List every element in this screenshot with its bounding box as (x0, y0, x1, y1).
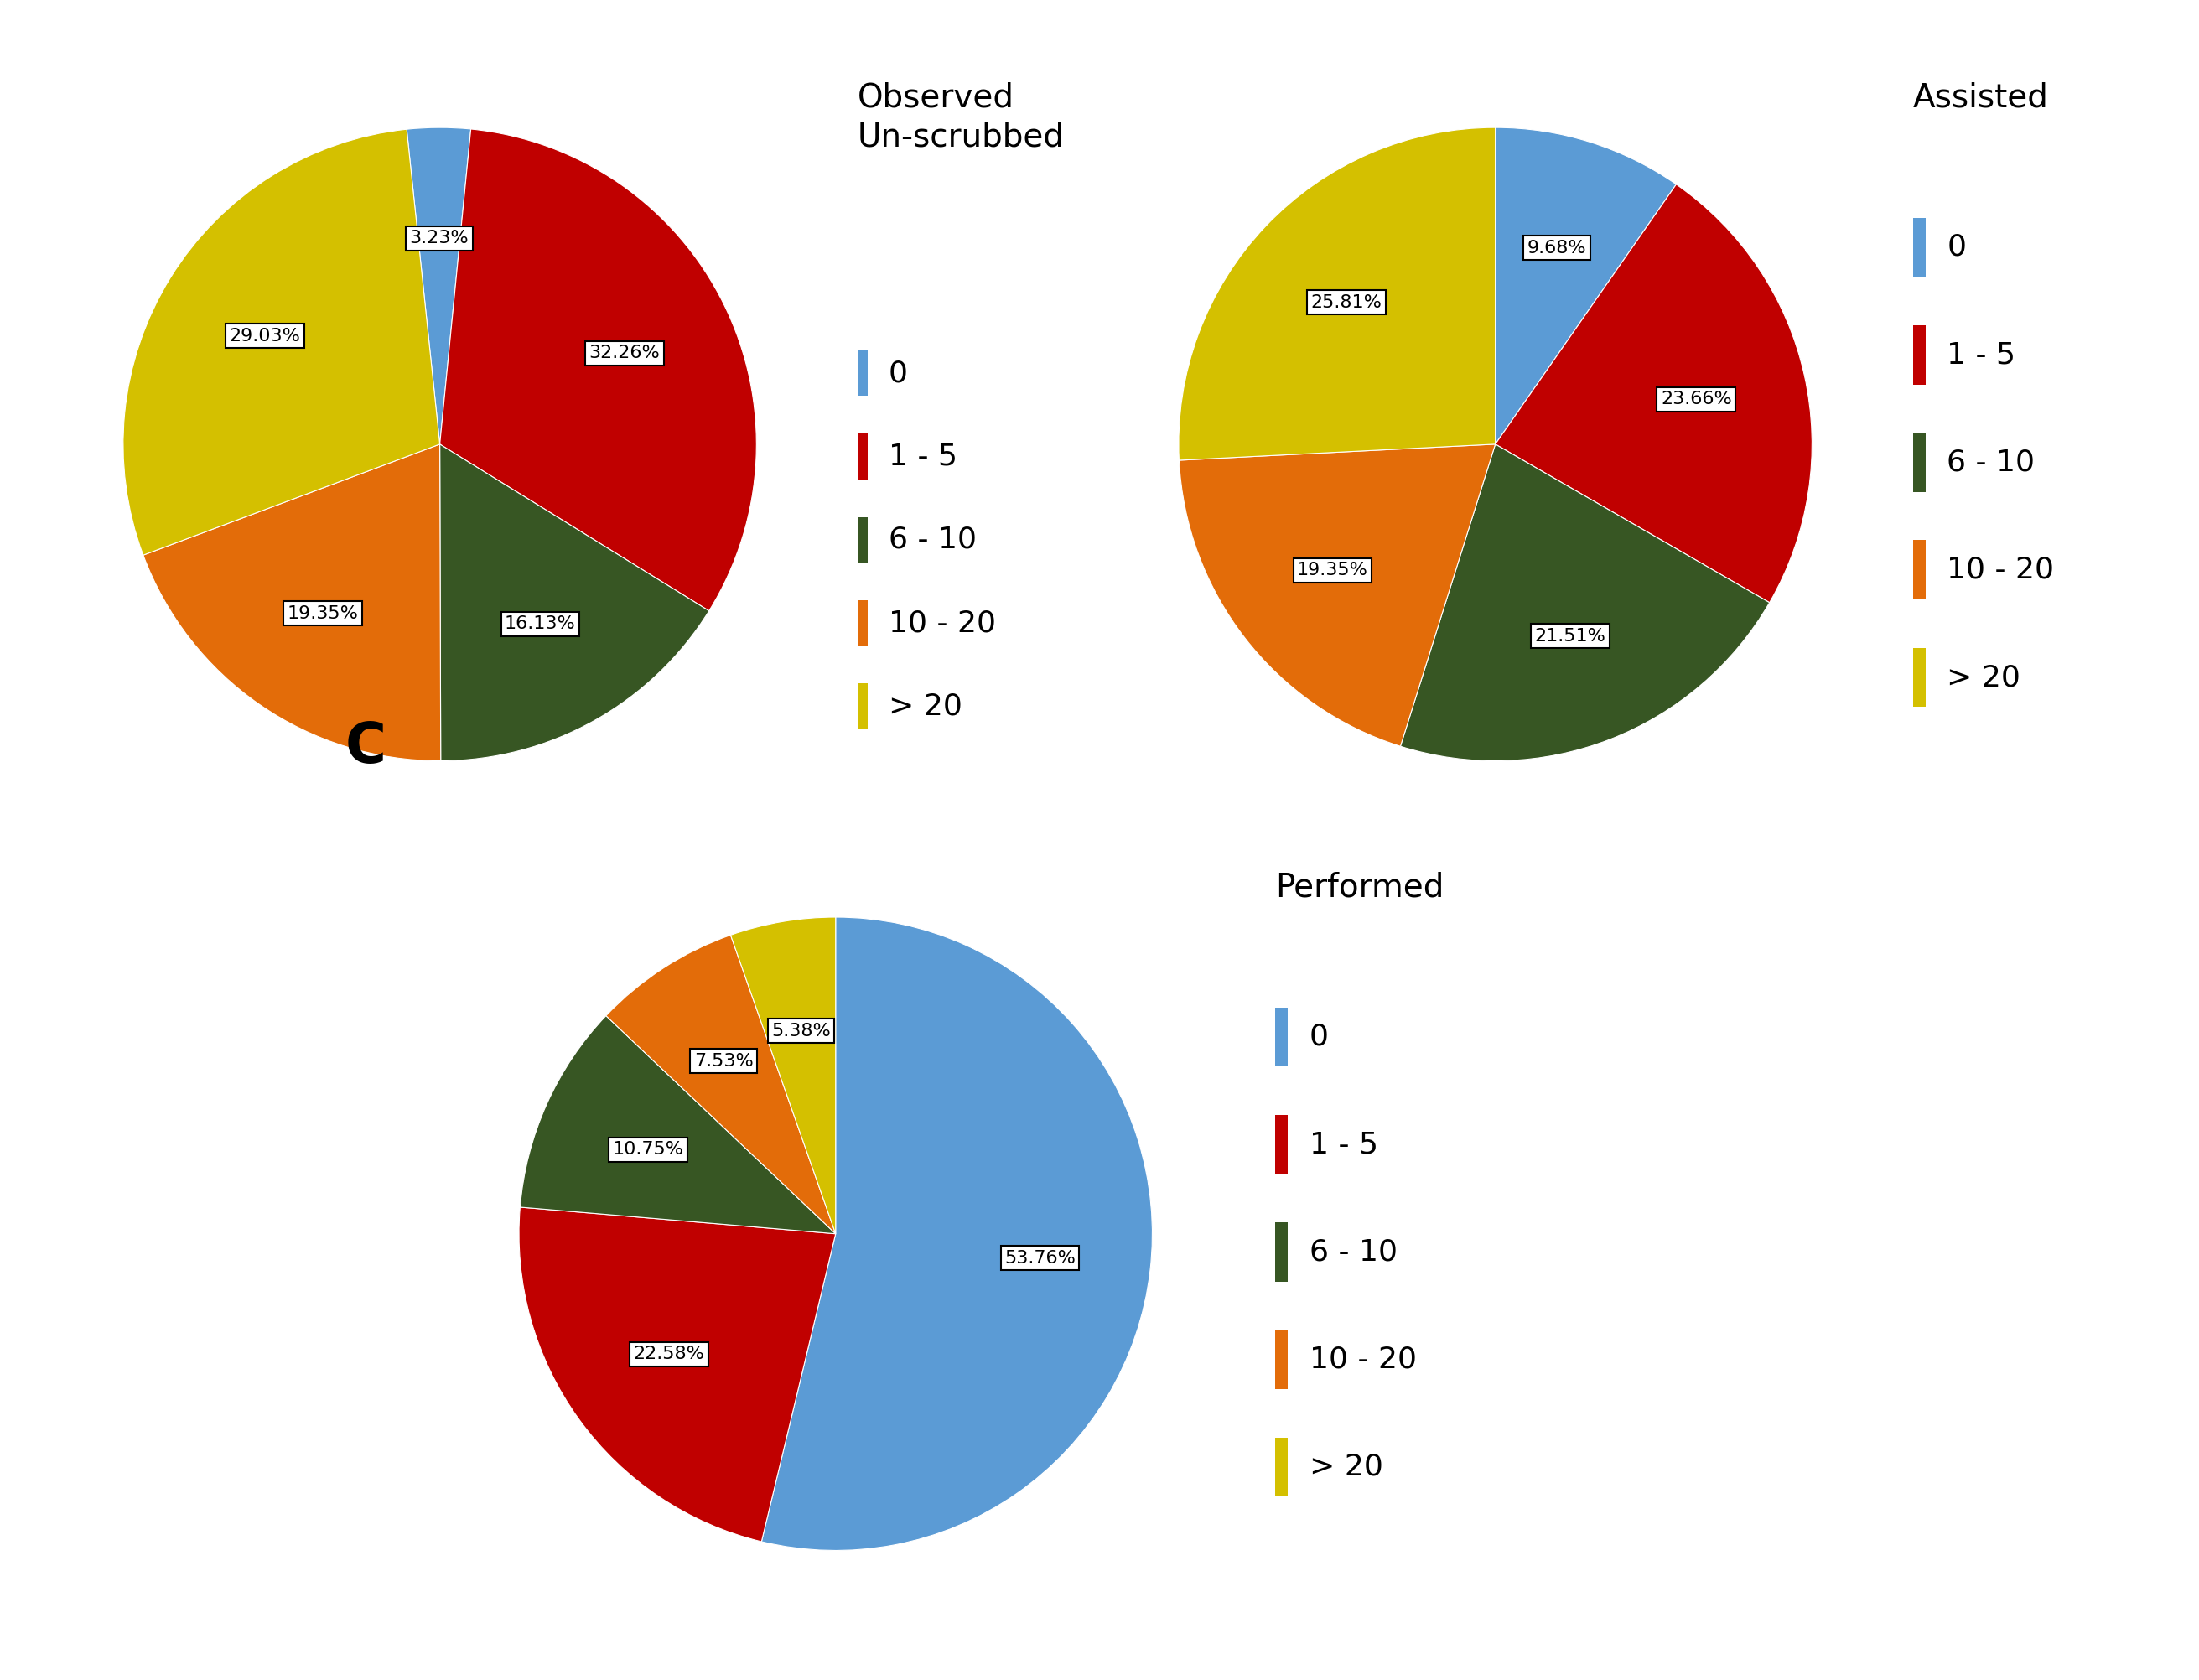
Wedge shape (440, 129, 756, 612)
FancyBboxPatch shape (1275, 1008, 1289, 1067)
Wedge shape (521, 1016, 836, 1233)
FancyBboxPatch shape (858, 600, 866, 647)
Text: 29.03%: 29.03% (229, 328, 301, 344)
Wedge shape (1179, 128, 1495, 460)
Text: 10 - 20: 10 - 20 (888, 608, 996, 637)
Wedge shape (607, 936, 836, 1233)
Text: C: C (345, 719, 385, 774)
Text: 6 - 10: 6 - 10 (888, 526, 976, 554)
FancyBboxPatch shape (1275, 1438, 1289, 1497)
Text: 1 - 5: 1 - 5 (1946, 341, 2016, 370)
Text: 21.51%: 21.51% (1535, 628, 1605, 645)
Wedge shape (519, 1208, 836, 1542)
FancyBboxPatch shape (1913, 326, 1926, 385)
FancyBboxPatch shape (858, 349, 866, 396)
Text: > 20: > 20 (1308, 1453, 1383, 1482)
Text: 9.68%: 9.68% (1528, 240, 1585, 257)
Wedge shape (761, 917, 1152, 1551)
Wedge shape (1179, 444, 1495, 746)
Text: Performed: Performed (1275, 872, 1445, 904)
Text: > 20: > 20 (1946, 664, 2021, 692)
FancyBboxPatch shape (1275, 1331, 1289, 1389)
Text: 0: 0 (1308, 1023, 1328, 1052)
Text: 10 - 20: 10 - 20 (1308, 1346, 1416, 1374)
Text: > 20: > 20 (888, 692, 963, 721)
Wedge shape (143, 444, 440, 761)
Text: 1 - 5: 1 - 5 (1308, 1131, 1379, 1159)
Text: 6 - 10: 6 - 10 (1946, 449, 2034, 477)
Text: 19.35%: 19.35% (288, 605, 358, 622)
FancyBboxPatch shape (1913, 433, 1926, 492)
Text: 32.26%: 32.26% (589, 344, 660, 361)
Text: 1 - 5: 1 - 5 (888, 442, 957, 470)
Text: 7.53%: 7.53% (695, 1053, 754, 1070)
Wedge shape (730, 917, 836, 1233)
Wedge shape (123, 129, 440, 554)
FancyBboxPatch shape (858, 517, 866, 563)
Text: Observed
Un-scrubbed: Observed Un-scrubbed (858, 82, 1064, 153)
Text: 23.66%: 23.66% (1660, 391, 1733, 408)
Wedge shape (1495, 185, 1812, 603)
Text: 22.58%: 22.58% (633, 1346, 704, 1362)
Wedge shape (1401, 444, 1770, 761)
Text: 0: 0 (888, 360, 908, 388)
Wedge shape (407, 128, 471, 444)
Text: 25.81%: 25.81% (1311, 294, 1381, 311)
Text: Assisted: Assisted (1913, 82, 2049, 114)
Wedge shape (1495, 128, 1676, 444)
FancyBboxPatch shape (1275, 1116, 1289, 1174)
Text: 3.23%: 3.23% (409, 230, 468, 247)
Text: 6 - 10: 6 - 10 (1308, 1238, 1396, 1267)
Text: 5.38%: 5.38% (772, 1023, 831, 1040)
Text: 10.75%: 10.75% (611, 1141, 684, 1158)
FancyBboxPatch shape (858, 684, 866, 729)
FancyBboxPatch shape (1913, 648, 1926, 707)
Wedge shape (440, 444, 708, 761)
FancyBboxPatch shape (1913, 541, 1926, 600)
Text: 53.76%: 53.76% (1005, 1250, 1075, 1267)
Text: 10 - 20: 10 - 20 (1946, 556, 2054, 585)
Text: 0: 0 (1946, 234, 1966, 262)
FancyBboxPatch shape (858, 433, 866, 479)
FancyBboxPatch shape (1275, 1223, 1289, 1282)
Text: 19.35%: 19.35% (1297, 561, 1368, 578)
FancyBboxPatch shape (1913, 218, 1926, 277)
Text: 16.13%: 16.13% (506, 615, 576, 632)
